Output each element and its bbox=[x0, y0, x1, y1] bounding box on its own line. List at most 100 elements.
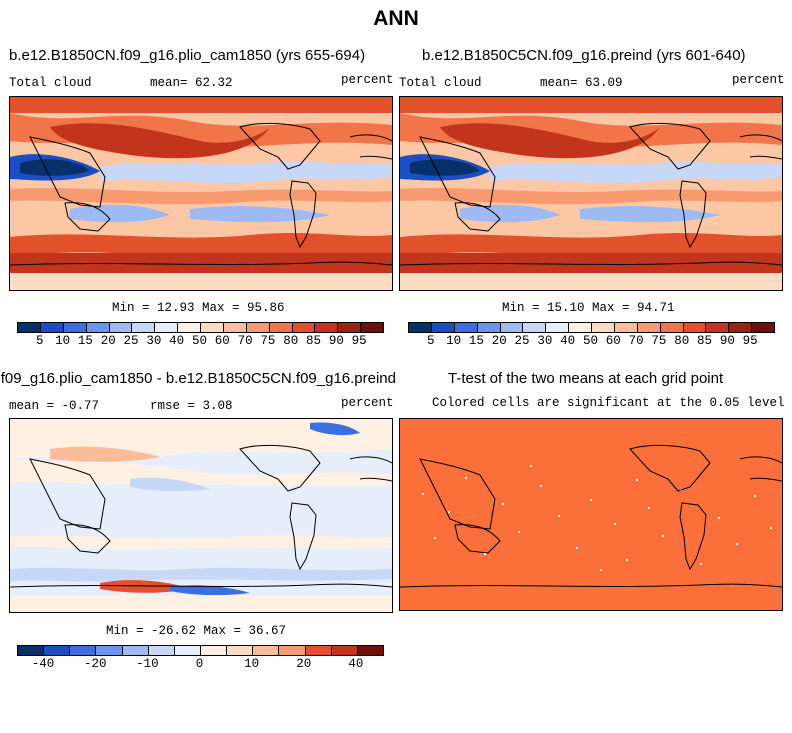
colorbar-tick-label: 20 bbox=[491, 334, 507, 348]
panel3-map bbox=[9, 418, 393, 613]
colorbar-tick-label: 25 bbox=[514, 334, 530, 348]
panel3-antarctic-negative bbox=[170, 585, 250, 596]
panel1-colorbar-cell bbox=[292, 323, 316, 332]
panel1-sahara-core bbox=[20, 159, 90, 176]
panel2-colorbar-cell bbox=[637, 323, 661, 332]
panel4-significance-field bbox=[400, 419, 782, 610]
panel1-coastlines bbox=[10, 122, 392, 266]
colorbar-tick-label: 70 bbox=[237, 334, 253, 348]
panel1-colorbar-cell bbox=[109, 323, 133, 332]
colorbar-tick-label: 75 bbox=[651, 334, 667, 348]
panel1-colorbar bbox=[17, 322, 384, 333]
panel1-colorbar-cell bbox=[63, 323, 87, 332]
colorbar-tick-label: 75 bbox=[260, 334, 276, 348]
panel1-mean-label: mean= 62.32 bbox=[150, 76, 233, 90]
panel2-colorbar-cell bbox=[729, 323, 753, 332]
panel1-variable-label: Total cloud bbox=[9, 76, 92, 90]
colorbar-tick-label: 25 bbox=[123, 334, 139, 348]
panel3-pacific-negative bbox=[130, 477, 210, 492]
panel3-colorbar-cell bbox=[122, 646, 149, 655]
panel1-colorbar-cell bbox=[223, 323, 247, 332]
colorbar-tick-label: 5 bbox=[36, 334, 44, 348]
panel3-colorbar-ticks: -40 -20 -10 0 10 20 40 bbox=[17, 657, 382, 673]
colorbar-tick-label: 20 bbox=[100, 334, 116, 348]
panel2-map-svg bbox=[400, 97, 782, 290]
panel2-colorbar-cell bbox=[523, 323, 547, 332]
panel4-title: T-test of the two means at each grid poi… bbox=[448, 370, 724, 387]
panel3-colorbar-cell bbox=[148, 646, 175, 655]
panel1-colorbar-cell bbox=[361, 323, 383, 332]
panel2-colorbar bbox=[408, 322, 775, 333]
panel2-colorbar-ticks: 5 10 15 20 25 30 40 50 60 70 75 80 85 90… bbox=[408, 334, 773, 350]
colorbar-tick-label: 90 bbox=[328, 334, 344, 348]
panel3-colorbar-cell bbox=[279, 646, 306, 655]
colorbar-tick-label: 0 bbox=[195, 657, 204, 671]
panel3-midlat-positive bbox=[10, 459, 392, 487]
colorbar-tick-label: -20 bbox=[83, 657, 107, 671]
panel3-southern-negative bbox=[10, 567, 392, 582]
panel2-south-pacific-min bbox=[580, 206, 720, 223]
colorbar-tick-label: 15 bbox=[468, 334, 484, 348]
panel3-antarctica bbox=[10, 595, 392, 612]
panel3-colorbar-cell bbox=[70, 646, 97, 655]
colorbar-tick-label: 70 bbox=[628, 334, 644, 348]
colorbar-tick-label: -10 bbox=[136, 657, 159, 671]
panel1-colorbar-cell bbox=[18, 323, 41, 332]
panel3-colorbar bbox=[17, 645, 384, 656]
panel3-colorbar-cell bbox=[18, 646, 45, 655]
colorbar-tick-label: 15 bbox=[77, 334, 93, 348]
panel1-arctic-high bbox=[10, 97, 392, 113]
panel2-itcz bbox=[400, 188, 782, 205]
panel1-south-pacific-min bbox=[190, 206, 330, 223]
panel1-colorbar-cell bbox=[132, 323, 156, 332]
panel2-colorbar-cell bbox=[660, 323, 684, 332]
colorbar-tick-label: 20 bbox=[296, 657, 312, 671]
panel3-colorbar-cell bbox=[331, 646, 358, 655]
panel1-colorbar-cell bbox=[269, 323, 293, 332]
panel1-map bbox=[9, 96, 393, 291]
panel3-mean-label: mean = -0.77 bbox=[9, 399, 100, 413]
panel4-coastlines bbox=[400, 444, 782, 588]
panel4-map bbox=[399, 418, 783, 611]
panel1-itcz bbox=[10, 188, 392, 205]
panel3-colorbar-cell bbox=[305, 646, 332, 655]
colorbar-tick-label: 40 bbox=[348, 657, 364, 671]
colorbar-tick-label: 85 bbox=[697, 334, 713, 348]
panel2-title: b.e12.B1850C5CN.f09_g16.preind (yrs 601-… bbox=[422, 47, 746, 64]
panel2-australia-min bbox=[460, 204, 560, 223]
colorbar-tick-label: 40 bbox=[560, 334, 576, 348]
panel1-min-max: Min = 12.93 Max = 95.86 bbox=[112, 301, 285, 315]
colorbar-tick-label: 60 bbox=[214, 334, 230, 348]
panel2-variable-label: Total cloud bbox=[399, 76, 482, 90]
panel2-min-max: Min = 15.10 Max = 94.71 bbox=[502, 301, 675, 315]
colorbar-tick-label: 5 bbox=[427, 334, 435, 348]
panel3-units-label: percent bbox=[341, 396, 394, 410]
colorbar-tick-label: 95 bbox=[351, 334, 367, 348]
panel1-colorbar-cell bbox=[315, 323, 339, 332]
panel2-subtropic-north bbox=[490, 161, 782, 183]
colorbar-tick-label: -40 bbox=[31, 657, 55, 671]
panel2-colorbar-cell bbox=[614, 323, 638, 332]
panel2-colorbar-cell bbox=[454, 323, 478, 332]
colorbar-tick-label: 30 bbox=[537, 334, 553, 348]
panel2-colorbar-cell bbox=[706, 323, 730, 332]
colorbar-tick-label: 40 bbox=[169, 334, 185, 348]
colorbar-tick-label: 50 bbox=[191, 334, 208, 348]
panel1-colorbar-cell bbox=[338, 323, 362, 332]
panel2-sahara-core bbox=[410, 159, 480, 176]
panel2-colorbar-cell bbox=[752, 323, 774, 332]
panel3-colorbar-cell bbox=[200, 646, 228, 655]
panel3-title-clip: b.e12.B1850CN.f09_g16.plio_cam1850 - b.e… bbox=[0, 370, 396, 387]
panel1-colorbar-cell bbox=[155, 323, 179, 332]
figure-title: ANN bbox=[373, 7, 419, 30]
panel1-colorbar-ticks: 5 10 15 20 25 30 40 50 60 70 75 80 85 90… bbox=[17, 334, 382, 350]
panel2-arctic-high bbox=[400, 97, 782, 113]
panel2-colorbar-cell bbox=[592, 323, 615, 332]
panel2-antarctica bbox=[400, 273, 782, 290]
panel2-colorbar-cell bbox=[500, 323, 524, 332]
colorbar-tick-label: 10 bbox=[446, 334, 462, 348]
panel3-colorbar-cell bbox=[227, 646, 254, 655]
panel3-rmse-label: rmse = 3.08 bbox=[150, 399, 233, 413]
panel3-asia-positive bbox=[50, 446, 160, 462]
panel2-map bbox=[399, 96, 783, 291]
